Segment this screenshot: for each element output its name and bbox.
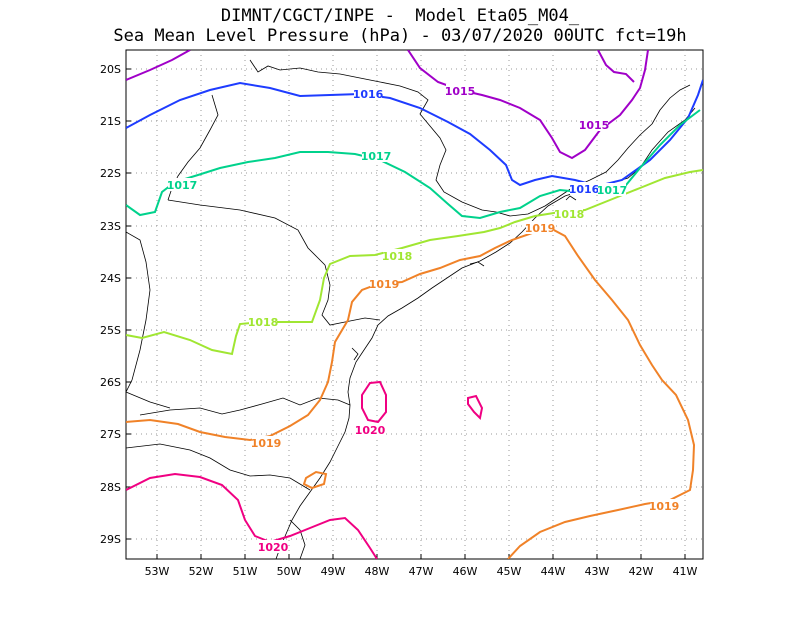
isobar-labels: 1015 1015 1016 1016 1017 1017 1017 1018 … — [167, 84, 680, 554]
state-border-mg-sp — [249, 59, 573, 217]
isobar-label-1016-a: 1016 — [353, 88, 384, 101]
isobar-1019-main — [126, 226, 696, 559]
country-border-paraguay — [126, 231, 151, 393]
lat-label-25s: 25S — [100, 324, 121, 337]
lon-label-52w: 52W — [189, 565, 214, 578]
lon-label-42w: 42W — [629, 565, 654, 578]
isobar-label-1020-a: 1020 — [355, 424, 386, 437]
bay-guanabara — [565, 195, 577, 201]
isobar-label-1015-a: 1015 — [445, 85, 476, 98]
isobar-label-1015-b: 1015 — [579, 119, 610, 132]
isobar-1019-small — [302, 470, 328, 490]
lat-label-21s: 21S — [100, 115, 121, 128]
isobar-label-1019-a: 1019 — [369, 278, 400, 291]
lon-label-46w: 46W — [453, 565, 478, 578]
lon-label-41w: 41W — [673, 565, 698, 578]
lon-label-45w: 45W — [497, 565, 522, 578]
state-border-sp-pr — [321, 264, 381, 326]
lat-label-26s: 26S — [100, 376, 121, 389]
lat-label-28s: 28S — [100, 481, 121, 494]
isobar-1020-closed — [361, 380, 387, 424]
lat-label-29s: 29S — [100, 533, 121, 546]
isobar-label-1019-d: 1019 — [649, 500, 680, 513]
latitude-labels: 20S 21S 22S 23S 24S 25S 26S 27S 28S 29S — [100, 63, 121, 546]
isobar-label-1018-b: 1018 — [382, 250, 413, 263]
lon-label-49w: 49W — [321, 565, 346, 578]
bay-paranagua — [351, 347, 359, 361]
lat-label-23s: 23S — [100, 220, 121, 233]
isobar-label-1018-a: 1018 — [248, 316, 279, 329]
lon-label-43w: 43W — [585, 565, 610, 578]
state-border-mg-rj — [571, 123, 653, 189]
state-border-mg-es — [651, 84, 691, 125]
isobar-label-1017-a: 1017 — [167, 179, 198, 192]
isobar-label-1019-b: 1019 — [525, 222, 556, 235]
map-frame — [125, 49, 704, 560]
isobar-label-1020-b: 1020 — [258, 541, 289, 554]
isobar-label-1018-c: 1018 — [554, 208, 585, 221]
lon-label-44w: 44W — [541, 565, 566, 578]
lat-label-24s: 24S — [100, 272, 121, 285]
lon-label-50w: 50W — [277, 565, 302, 578]
isobars — [126, 50, 703, 559]
isobar-label-1017-c: 1017 — [597, 184, 628, 197]
isobar-1015-topright — [597, 50, 635, 83]
state-border-pr-sc — [139, 397, 351, 416]
isobar-1020-small — [467, 394, 484, 421]
isobar-label-1016-b: 1016 — [569, 183, 600, 196]
isobar-1015-north — [126, 50, 191, 81]
longitude-labels: 53W 52W 51W 50W 49W 48W 47W 46W 45W 44W … — [145, 565, 698, 578]
lat-label-20s: 20S — [100, 63, 121, 76]
lagoon-patos — [289, 519, 306, 559]
map-title-line1: DIMNT/CGCT/INPE - Model Eta05_M04_ — [220, 6, 580, 26]
state-border-ms-pr — [167, 199, 326, 266]
lon-label-48w: 48W — [365, 565, 390, 578]
isobar-label-1019-c: 1019 — [251, 437, 282, 450]
state-border-sc-rs — [126, 443, 311, 491]
bay-santos — [469, 261, 485, 267]
map-title-line2: Sea Mean Level Pressure (hPa) - 03/07/20… — [113, 26, 687, 46]
isobar-1020-south — [126, 472, 378, 559]
country-border-argentina — [126, 391, 171, 409]
isobar-label-1017-b: 1017 — [361, 150, 392, 163]
lat-label-22s: 22S — [100, 167, 121, 180]
lat-label-27s: 27S — [100, 428, 121, 441]
lon-label-47w: 47W — [409, 565, 434, 578]
lon-label-53w: 53W — [145, 565, 170, 578]
isobar-1018 — [126, 169, 703, 356]
lon-label-51w: 51W — [233, 565, 258, 578]
